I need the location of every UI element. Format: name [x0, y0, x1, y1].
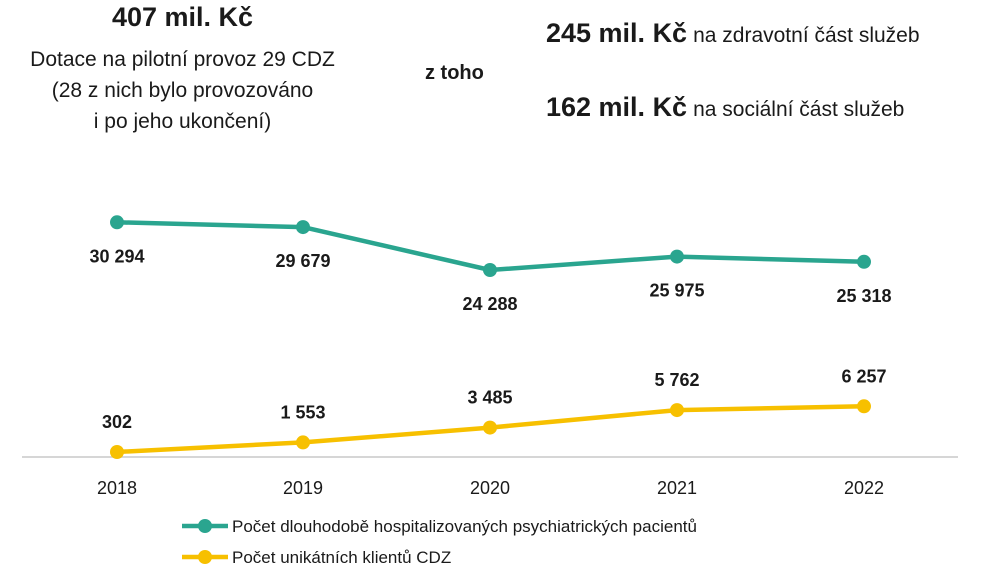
x-axis-ticks: 2018 2019 2020 2021 2022: [97, 478, 884, 498]
total-desc-line: i po jeho ukončení): [93, 110, 272, 133]
x-tick-label: 2022: [844, 478, 884, 498]
data-point: [483, 263, 497, 277]
data-point: [670, 403, 684, 418]
data-label: 5 762: [654, 370, 699, 390]
split-social: 162 mil. Kč na sociální část služeb: [546, 92, 904, 123]
split-health: 245 mil. Kč na zdravotní část služeb: [546, 18, 920, 49]
x-tick-label: 2020: [470, 478, 510, 498]
total-description: Dotace na pilotní provoz 29 CDZ (28 z ni…: [0, 44, 365, 137]
series-group: 30 294 29 679 24 288 25 975 25 318 302 1 553 3 …: [89, 215, 892, 459]
legend-label: Počet dlouhodobě hospitalizovaných psych…: [232, 517, 697, 536]
data-label: 25 318: [836, 286, 891, 306]
data-point: [857, 399, 871, 414]
data-label: 29 679: [275, 251, 330, 271]
data-point: [857, 254, 871, 269]
total-amount: 407 mil. Kč: [111, 2, 254, 32]
total-desc-line: (28 z nich bylo provozováno: [51, 79, 314, 102]
split-amount: 245 mil. Kč: [546, 18, 688, 48]
x-tick-label: 2021: [657, 478, 697, 498]
legend-item: Počet dlouhodobě hospitalizovaných psych…: [182, 517, 697, 536]
data-label: 3 485: [467, 388, 512, 408]
data-point: [296, 220, 310, 235]
data-point: [296, 435, 310, 450]
split-text: na sociální část služeb: [693, 98, 905, 121]
data-label: 1 553: [280, 402, 325, 422]
split-text: na zdravotní část služeb: [693, 24, 920, 47]
of-which-label: z toho: [425, 62, 484, 84]
x-tick-label: 2019: [283, 478, 323, 498]
series-1: 30 294 29 679 24 288 25 975 25 318: [89, 215, 892, 314]
data-label: 25 975: [649, 281, 704, 301]
data-point: [110, 215, 124, 230]
data-label: 302: [102, 412, 132, 432]
x-tick-label: 2018: [97, 478, 137, 498]
legend-item: Počet unikátních klientů CDZ: [182, 548, 451, 567]
series-line: [116, 220, 865, 273]
data-point: [110, 445, 124, 459]
data-label: 24 288: [462, 294, 517, 314]
data-label: 6 257: [841, 366, 886, 386]
total-desc-line: Dotace na pilotní provoz 29 CDZ: [30, 48, 335, 71]
legend: Počet dlouhodobě hospitalizovaných psych…: [182, 517, 697, 567]
split-amount: 162 mil. Kč: [546, 92, 688, 122]
legend-swatch-marker: [198, 519, 212, 533]
series-2: 302 1 553 3 485 5 762 6 257: [102, 366, 887, 459]
data-label: 30 294: [89, 246, 144, 266]
legend-label: Počet unikátních klientů CDZ: [232, 548, 451, 567]
legend-swatch-marker: [198, 550, 212, 564]
data-point: [483, 420, 497, 435]
data-point: [670, 249, 684, 264]
